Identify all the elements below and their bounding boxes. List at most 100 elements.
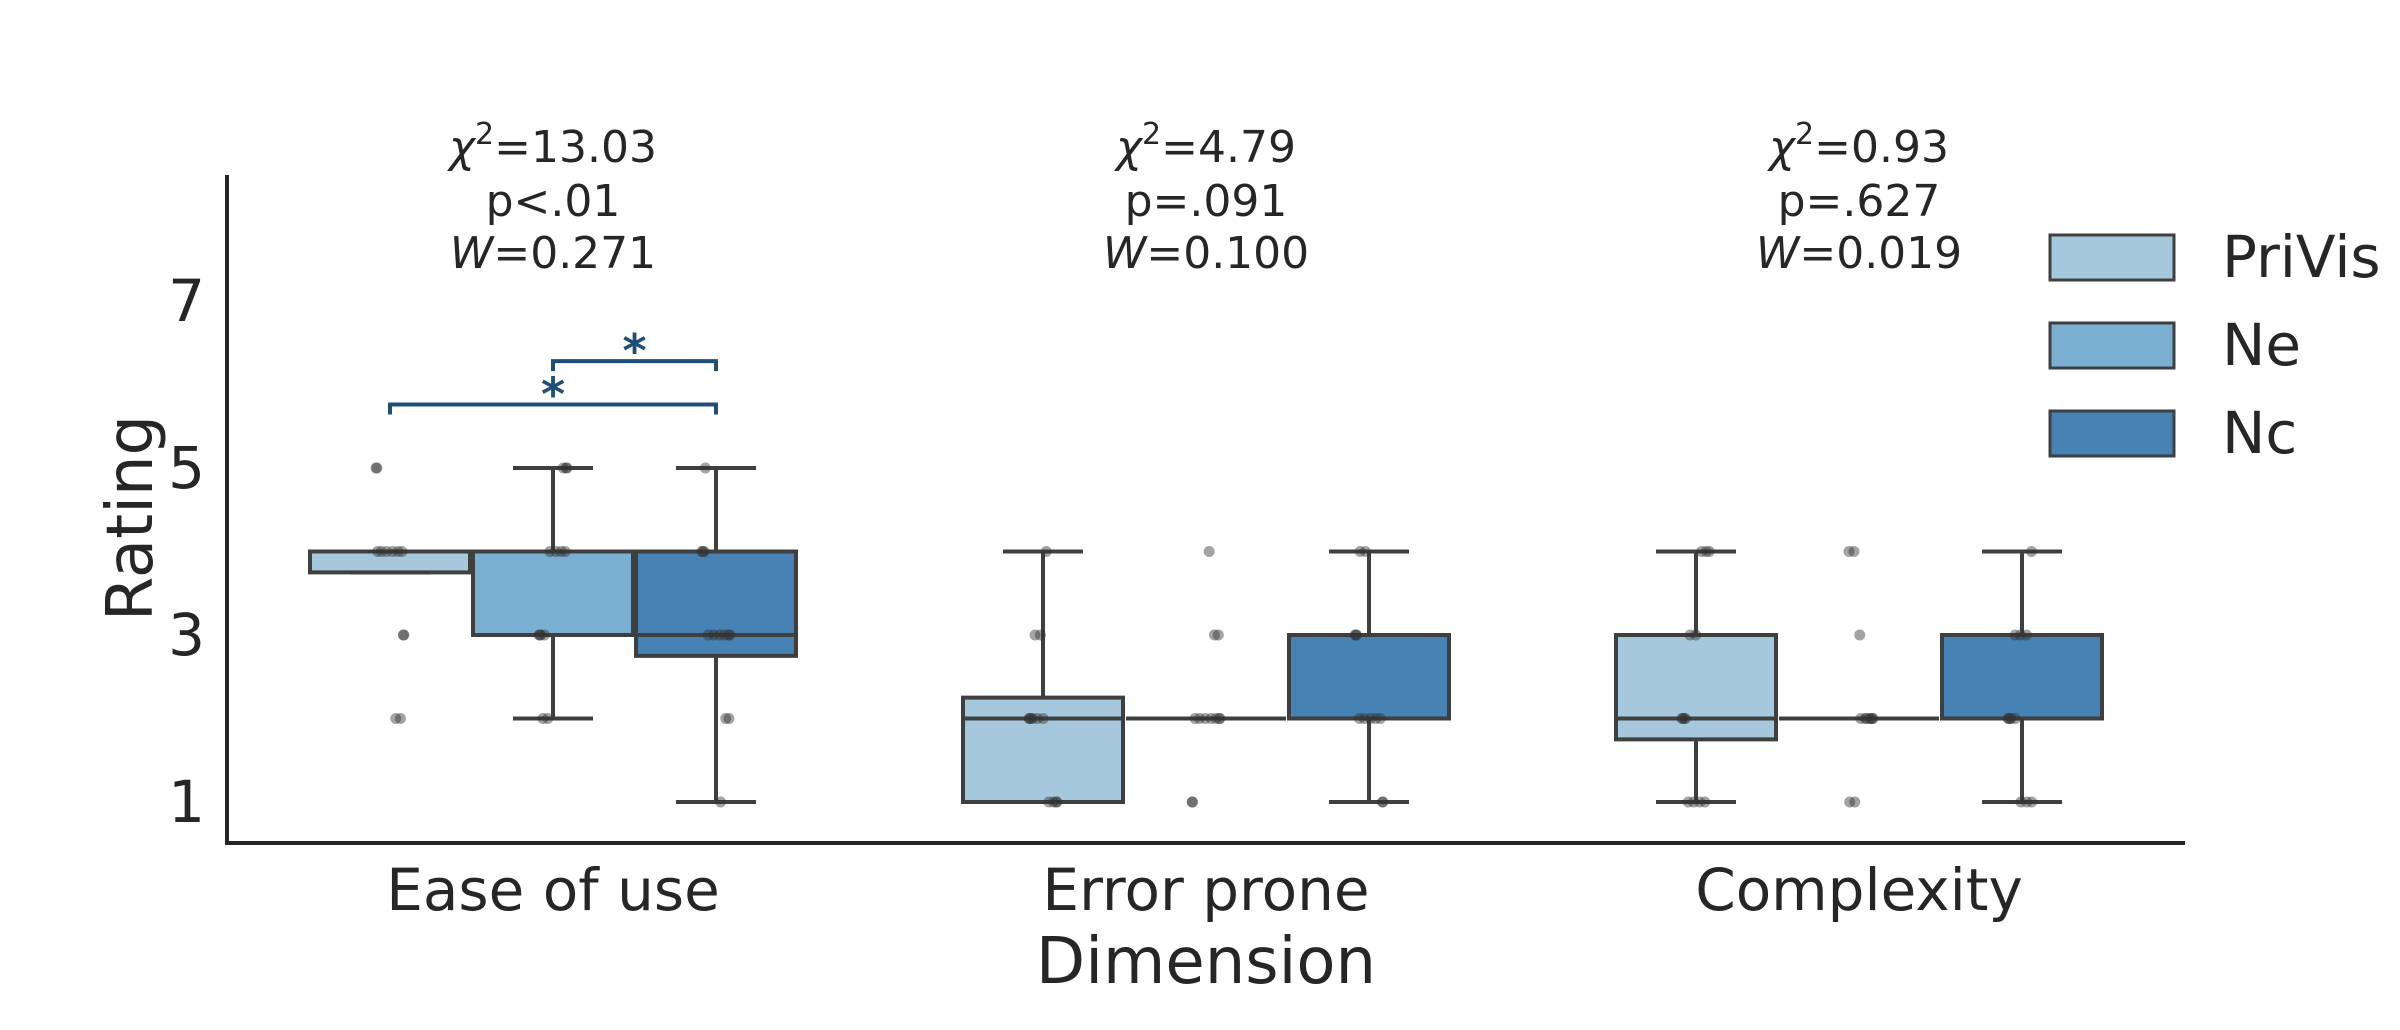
x-tick-label: Ease of use: [386, 856, 720, 924]
legend-swatch: [2048, 409, 2176, 458]
data-point: [1854, 629, 1866, 641]
box-privis-1: [961, 549, 1125, 804]
box-privis-2: [1614, 549, 1778, 804]
data-point: [397, 629, 409, 641]
data-point: [723, 629, 735, 641]
data-point: [542, 713, 554, 724]
data-point: [1212, 629, 1224, 641]
data-point: [1684, 629, 1696, 641]
data-point: [1354, 546, 1366, 557]
data-point: [390, 713, 402, 724]
data-point: [550, 546, 562, 557]
data-point: [1034, 629, 1046, 641]
y-tick-label: 3: [168, 601, 205, 669]
data-point: [2005, 713, 2017, 724]
box-body: [1614, 633, 1778, 742]
bracket-line: [551, 359, 718, 372]
data-point: [1678, 713, 1690, 724]
data-point: [715, 796, 727, 808]
data-point: [1203, 546, 1215, 557]
data-point: [1213, 713, 1225, 724]
data-point: [1679, 713, 1691, 724]
points-layer: [370, 462, 2038, 808]
legend-item-privis: PriVis: [2048, 223, 2381, 291]
data-point: [2002, 713, 2014, 724]
data-point: [1864, 713, 1876, 724]
data-point: [1690, 629, 1702, 641]
data-point: [1359, 546, 1371, 557]
data-point: [537, 713, 549, 724]
data-point: [1037, 713, 1049, 724]
data-point: [394, 713, 406, 724]
data-point: [396, 546, 408, 557]
data-point: [1027, 713, 1039, 724]
legend-swatch: [2048, 321, 2176, 370]
data-point: [535, 629, 547, 641]
data-point: [1048, 796, 1060, 808]
data-point: [1699, 796, 1711, 808]
data-point: [702, 629, 714, 641]
data-point: [1210, 713, 1222, 724]
data-point: [1694, 796, 1706, 808]
data-point: [392, 546, 404, 557]
box-body: [1940, 633, 2104, 721]
data-point: [1377, 796, 1389, 808]
axes: [225, 175, 2185, 845]
legend: PriVis Ne Nc: [2048, 223, 2381, 467]
significance-star: *: [622, 324, 646, 378]
data-point: [1374, 713, 1386, 724]
data-point: [1205, 713, 1217, 724]
data-point: [1350, 629, 1362, 641]
data-point: [375, 546, 387, 557]
significance-bracket-1: *: [388, 368, 718, 422]
data-point: [560, 462, 572, 474]
data-point: [2021, 796, 2033, 808]
data-point: [724, 629, 736, 641]
data-point: [1364, 713, 1376, 724]
stat-annotation-0: χ2=13.03p<.01W=0.271: [447, 117, 657, 279]
data-point: [398, 629, 410, 641]
w-value-text: W=0.019: [1756, 228, 1962, 279]
data-point: [2009, 713, 2021, 724]
data-point: [1844, 796, 1856, 808]
data-point: [1688, 796, 1700, 808]
box-body: [1287, 633, 1451, 721]
y-tick-label: 5: [168, 434, 205, 502]
data-point: [696, 546, 708, 557]
data-point: [708, 629, 720, 641]
data-point: [699, 462, 711, 474]
data-point: [1194, 713, 1206, 724]
w-value-text: W=0.100: [1103, 228, 1309, 279]
p-value-text: p=.091: [1125, 176, 1288, 227]
data-point: [372, 546, 384, 557]
x-tick-label: Error prone: [1042, 856, 1369, 924]
legend-label: PriVis: [2222, 223, 2381, 291]
data-point: [2026, 796, 2038, 808]
boxes-layer: [308, 466, 2104, 804]
data-point: [2005, 713, 2017, 724]
chi-square-text: χ2=13.03: [447, 117, 657, 173]
box-nc-0: [634, 466, 798, 804]
data-point: [1031, 713, 1043, 724]
data-point: [2015, 629, 2027, 641]
data-point: [1043, 796, 1055, 808]
p-value-text: p=.627: [1778, 176, 1941, 227]
data-point: [1865, 713, 1877, 724]
data-point: [1186, 796, 1198, 808]
chi-square-text: χ2=0.93: [1767, 117, 1949, 173]
significance-layer: **: [388, 324, 718, 422]
data-point: [697, 546, 709, 557]
data-point: [1349, 629, 1361, 641]
data-point: [1677, 713, 1689, 724]
data-point: [381, 546, 393, 557]
data-point: [1700, 546, 1712, 557]
p-value-text: p<.01: [486, 176, 621, 227]
data-point: [1855, 713, 1867, 724]
data-point: [1353, 713, 1365, 724]
data-point: [1867, 713, 1879, 724]
data-point: [1682, 796, 1694, 808]
data-point: [557, 462, 569, 474]
